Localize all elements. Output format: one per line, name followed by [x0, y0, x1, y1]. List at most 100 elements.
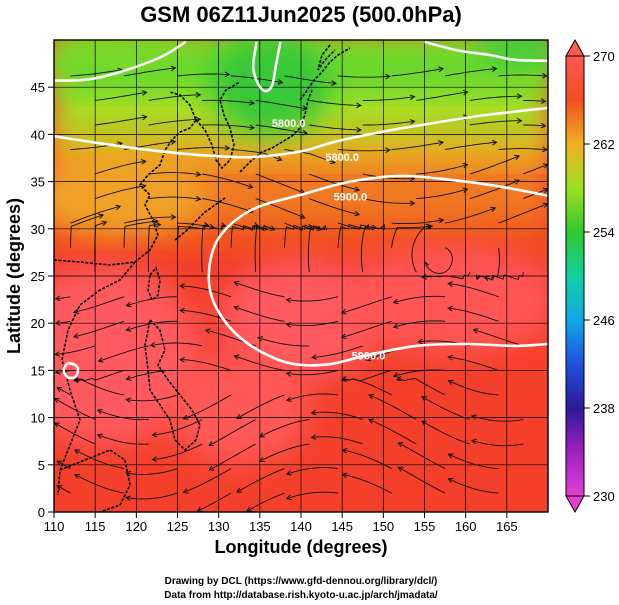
streamline-arrow	[96, 409, 103, 415]
height-contour	[251, 41, 282, 93]
streamline-arrow	[421, 420, 427, 426]
streamline	[391, 68, 444, 77]
streamline	[445, 207, 496, 224]
streamline	[234, 281, 285, 298]
streamline-arrow	[72, 333, 79, 339]
streamline-arrow	[385, 147, 391, 154]
streamline	[448, 478, 499, 494]
y-axis: 0 5 10 15 20 25 30 35 40 45	[31, 80, 54, 520]
streamline-arrow	[285, 396, 292, 402]
streamline-arrow	[392, 298, 399, 305]
streamline-arrow	[299, 213, 306, 219]
streamline-arrow	[514, 154, 521, 161]
streamline-arrow	[364, 223, 370, 230]
streamline	[448, 283, 499, 298]
contour-label: 5800.0	[272, 118, 306, 130]
streamline	[471, 415, 524, 422]
streamline	[255, 173, 305, 194]
streamline-arrow	[196, 506, 203, 512]
streamline-arrow	[72, 308, 79, 315]
streamline-arrow	[310, 409, 317, 416]
streamline	[391, 225, 431, 248]
streamline-arrow	[208, 441, 215, 447]
streamline-arrow	[246, 506, 252, 512]
streamline-arrow	[203, 222, 210, 228]
streamline	[362, 198, 415, 204]
streamline-arrow	[470, 438, 477, 445]
streamline-arrow	[257, 336, 264, 342]
streamline	[254, 224, 268, 273]
streamline	[398, 466, 446, 494]
streamline	[148, 94, 201, 101]
streamline-arrow	[179, 356, 185, 363]
streamline	[148, 196, 201, 200]
contour-label: 5900.0	[334, 192, 368, 204]
streamline	[448, 453, 499, 470]
streamline	[202, 173, 253, 188]
streamline	[337, 149, 390, 152]
streamline-arrow	[125, 470, 132, 477]
streamline-arrow	[54, 351, 60, 357]
x-tick-label: 125	[167, 519, 189, 534]
colorbar-label: 230	[593, 489, 615, 504]
x-tick-label: 135	[249, 519, 271, 534]
streamline	[445, 141, 497, 150]
streamline-arrow	[155, 221, 162, 228]
streamline-arrow	[153, 218, 159, 225]
streamline-arrow	[340, 309, 347, 315]
streamline	[471, 440, 524, 447]
streamline-arrow	[447, 305, 453, 312]
streamline	[416, 188, 468, 200]
streamline	[180, 285, 232, 298]
streamline	[126, 492, 178, 500]
streamline	[362, 120, 415, 126]
lat-lon-grid	[54, 40, 548, 512]
y-tick-label: 5	[38, 458, 45, 473]
streamline	[150, 342, 203, 347]
streamline-arrow	[447, 379, 454, 385]
colorbar: 270 262 254 246 238 230	[565, 38, 615, 514]
streamline	[311, 411, 363, 420]
x-tick-label: 120	[125, 519, 147, 534]
streamline	[73, 296, 125, 313]
colorbar-label: 246	[593, 313, 615, 328]
streamline	[448, 307, 499, 322]
streamline	[74, 449, 125, 470]
streamline-arrow	[220, 222, 227, 228]
streamline	[202, 198, 253, 213]
streamline-arrow	[421, 396, 427, 402]
streamline	[469, 120, 522, 126]
streamline	[70, 214, 104, 248]
contour-label: 5900.0	[352, 350, 386, 362]
streamline-arrow	[356, 127, 362, 133]
streamline	[411, 225, 433, 273]
streamline	[54, 398, 96, 420]
y-tick-label: 0	[38, 505, 45, 520]
streamline-arrow	[195, 195, 202, 202]
streamline-arrow	[115, 204, 122, 211]
x-tick-label: 115	[85, 519, 106, 534]
streamline	[368, 394, 417, 420]
streamline-arrow	[208, 465, 215, 471]
x-axis: 110 115 120 125 130 135 140 145 150 155 160 165	[44, 512, 518, 534]
streamline-arrow	[354, 186, 361, 192]
streamline	[473, 329, 524, 347]
contour-label: 5800.0	[325, 152, 359, 164]
streamline	[309, 124, 361, 131]
streamline	[97, 434, 149, 445]
streamline-arrow	[409, 94, 416, 101]
streamline	[255, 124, 308, 134]
streamline-arrow	[329, 158, 336, 165]
streamline	[98, 345, 149, 362]
streamline	[202, 99, 255, 104]
streamline-arrow	[396, 375, 403, 382]
streamline-arrow	[233, 280, 240, 287]
streamline	[246, 492, 285, 512]
streamline	[230, 222, 275, 231]
streamline	[416, 164, 468, 175]
streamline	[424, 247, 453, 274]
coastline-sakhalin	[317, 44, 336, 71]
streamline-arrow	[427, 223, 434, 230]
streamline	[180, 359, 232, 371]
x-tick-label: 140	[290, 519, 312, 534]
